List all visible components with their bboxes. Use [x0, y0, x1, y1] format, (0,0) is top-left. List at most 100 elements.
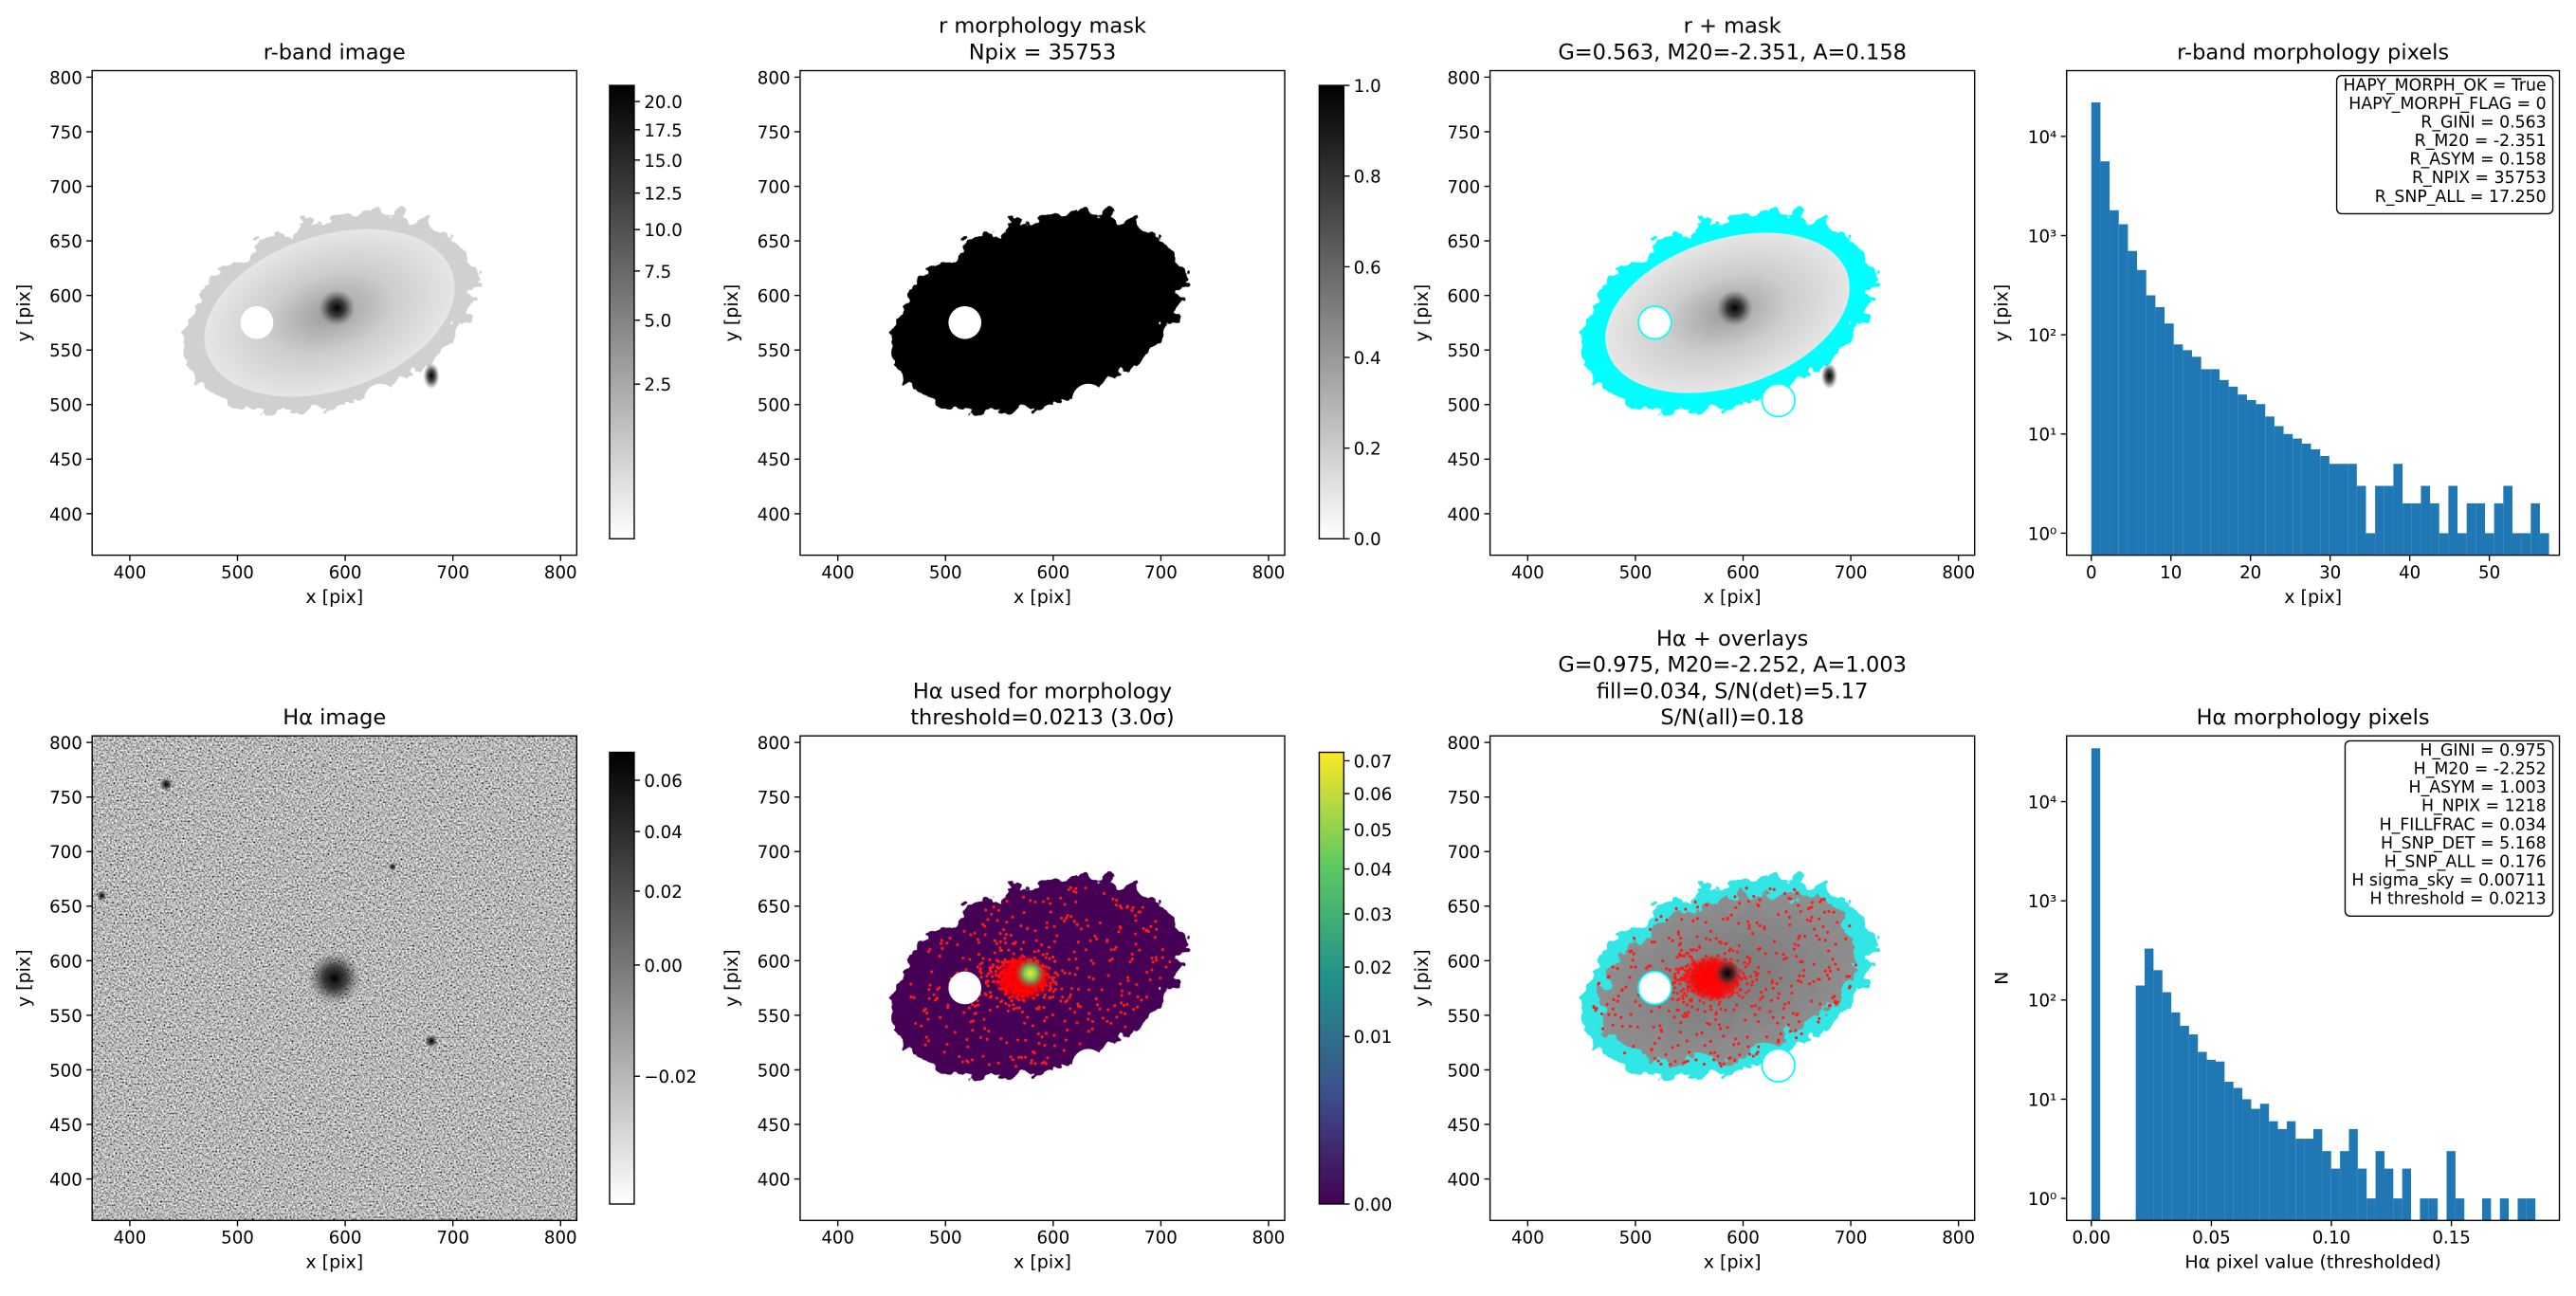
blob [308, 952, 361, 1005]
pixel-dot [1154, 956, 1158, 959]
pixel-dot [1812, 979, 1816, 983]
x-tick-label: 500 [1619, 1229, 1653, 1249]
pixel-dot [948, 937, 952, 940]
colorbar [1318, 84, 1345, 539]
bar [2357, 1168, 2367, 1221]
pixel-dot [999, 1036, 1003, 1041]
pixel-dot [1109, 1021, 1113, 1025]
pixel-dot [1844, 937, 1848, 940]
x-tick-label: 0.15 [2432, 1229, 2471, 1249]
bar [2171, 1012, 2181, 1221]
pixel-dot [1669, 1063, 1672, 1067]
bar [2137, 269, 2147, 556]
pixel-dot [961, 957, 965, 960]
pixel-dot [1111, 897, 1115, 901]
pixel-dot [1629, 965, 1634, 969]
pixel-dot [1127, 992, 1131, 995]
axes-frame [2066, 69, 2561, 557]
y-tick-label: 650 [49, 898, 82, 918]
x-tick-label: 600 [1726, 563, 1760, 583]
axes-frame [91, 735, 577, 1221]
x-tick-label: 30 [2319, 563, 2341, 583]
pixel-dot [1036, 1007, 1041, 1011]
x-tick-label: 600 [1036, 1229, 1069, 1249]
pixel-dot [981, 922, 985, 926]
pixel-dot [1798, 934, 1801, 938]
pixel-dot [1076, 987, 1081, 991]
pixel-dot [1747, 923, 1751, 927]
pixel-dot [1728, 1055, 1732, 1060]
title: Hα image [283, 705, 386, 730]
annotation-line: H threshold = 0.0213 [2369, 890, 2546, 909]
pixel-dot [1775, 951, 1779, 956]
x-axis-label: x [pix] [1704, 1252, 1762, 1273]
bar [2393, 464, 2403, 556]
pixel-dot [946, 1003, 950, 1007]
pixel-dot [1755, 974, 1759, 977]
bar [2219, 379, 2229, 556]
pixel-dot [1747, 1052, 1752, 1056]
pixel-dot [1815, 934, 1818, 938]
pixel-dot [1098, 921, 1102, 924]
pixel-dot [1126, 978, 1130, 983]
y-tick-label: 400 [49, 505, 82, 525]
y-axis-label: N [1991, 972, 2012, 985]
pixel-dot [1043, 1019, 1047, 1023]
y-tick-label: 600 [758, 952, 791, 972]
pixel-dot [945, 941, 949, 945]
annotation-line: H_SNP_DET = 5.168 [2381, 834, 2547, 853]
pixel-dot [1665, 918, 1669, 922]
bar [2420, 1198, 2429, 1221]
pixel-dot [1154, 920, 1158, 923]
pixel-dot [1150, 956, 1154, 960]
pixel-dot [1694, 948, 1699, 952]
pixel-dot [1059, 896, 1063, 900]
pixel-dot [1702, 1062, 1707, 1067]
pixel-dot [927, 996, 931, 1000]
bar [2146, 295, 2156, 556]
y-tick-label: 600 [1447, 952, 1480, 972]
pixel-dot [1033, 929, 1037, 933]
pixel-dot [1632, 1045, 1635, 1049]
pixel-dot [1776, 1021, 1780, 1025]
pixel-dot [1067, 887, 1070, 891]
pixel-dot [1678, 941, 1682, 946]
pixel-dot [946, 1006, 950, 1010]
pixel-dot [1042, 900, 1046, 904]
bar [2428, 1198, 2439, 1221]
pixel-dot [977, 940, 981, 944]
pixel-dot [1635, 1025, 1639, 1029]
x-tick-label: 500 [1619, 563, 1653, 583]
bar [2311, 448, 2321, 556]
pixel-dot [991, 963, 996, 967]
colorbar-tick-label: 0.04 [644, 823, 683, 843]
pixel-dot [1052, 940, 1057, 943]
pixel-dot [1757, 904, 1761, 908]
pixel-dot [1060, 987, 1064, 991]
y-axis-label: y [pix] [722, 284, 742, 342]
axes-frame [1489, 69, 1976, 557]
bar [2191, 356, 2201, 556]
pixel-dot [1087, 976, 1091, 979]
bar [2295, 1139, 2305, 1221]
pixel-dot [1738, 1053, 1742, 1057]
y-tick-label: 450 [758, 1116, 791, 1136]
pixel-dot [1614, 1013, 1617, 1016]
pixel-dot [1145, 970, 1149, 975]
bar [2402, 1168, 2412, 1221]
pixel-dot [1821, 924, 1825, 929]
pixel-dot [987, 1029, 991, 1033]
x-tick-label: 20 [2239, 563, 2261, 583]
pixel-dot [1649, 964, 1653, 968]
y-tick-label: 10⁰ [2028, 524, 2056, 544]
annotation-line: H_ASYM = 1.003 [2409, 778, 2547, 797]
pixel-dot [1770, 980, 1774, 984]
pixel-dot [925, 1011, 929, 1015]
pixel-dot [1712, 1058, 1716, 1062]
y-axis-label: y [pix] [13, 949, 34, 1007]
y-axis-label: y [pix] [1412, 284, 1433, 342]
pixel-dot [1048, 995, 1051, 1000]
y-tick-label: 450 [49, 450, 82, 470]
pixel-dot [988, 958, 992, 961]
pixel-dot [1138, 948, 1142, 952]
